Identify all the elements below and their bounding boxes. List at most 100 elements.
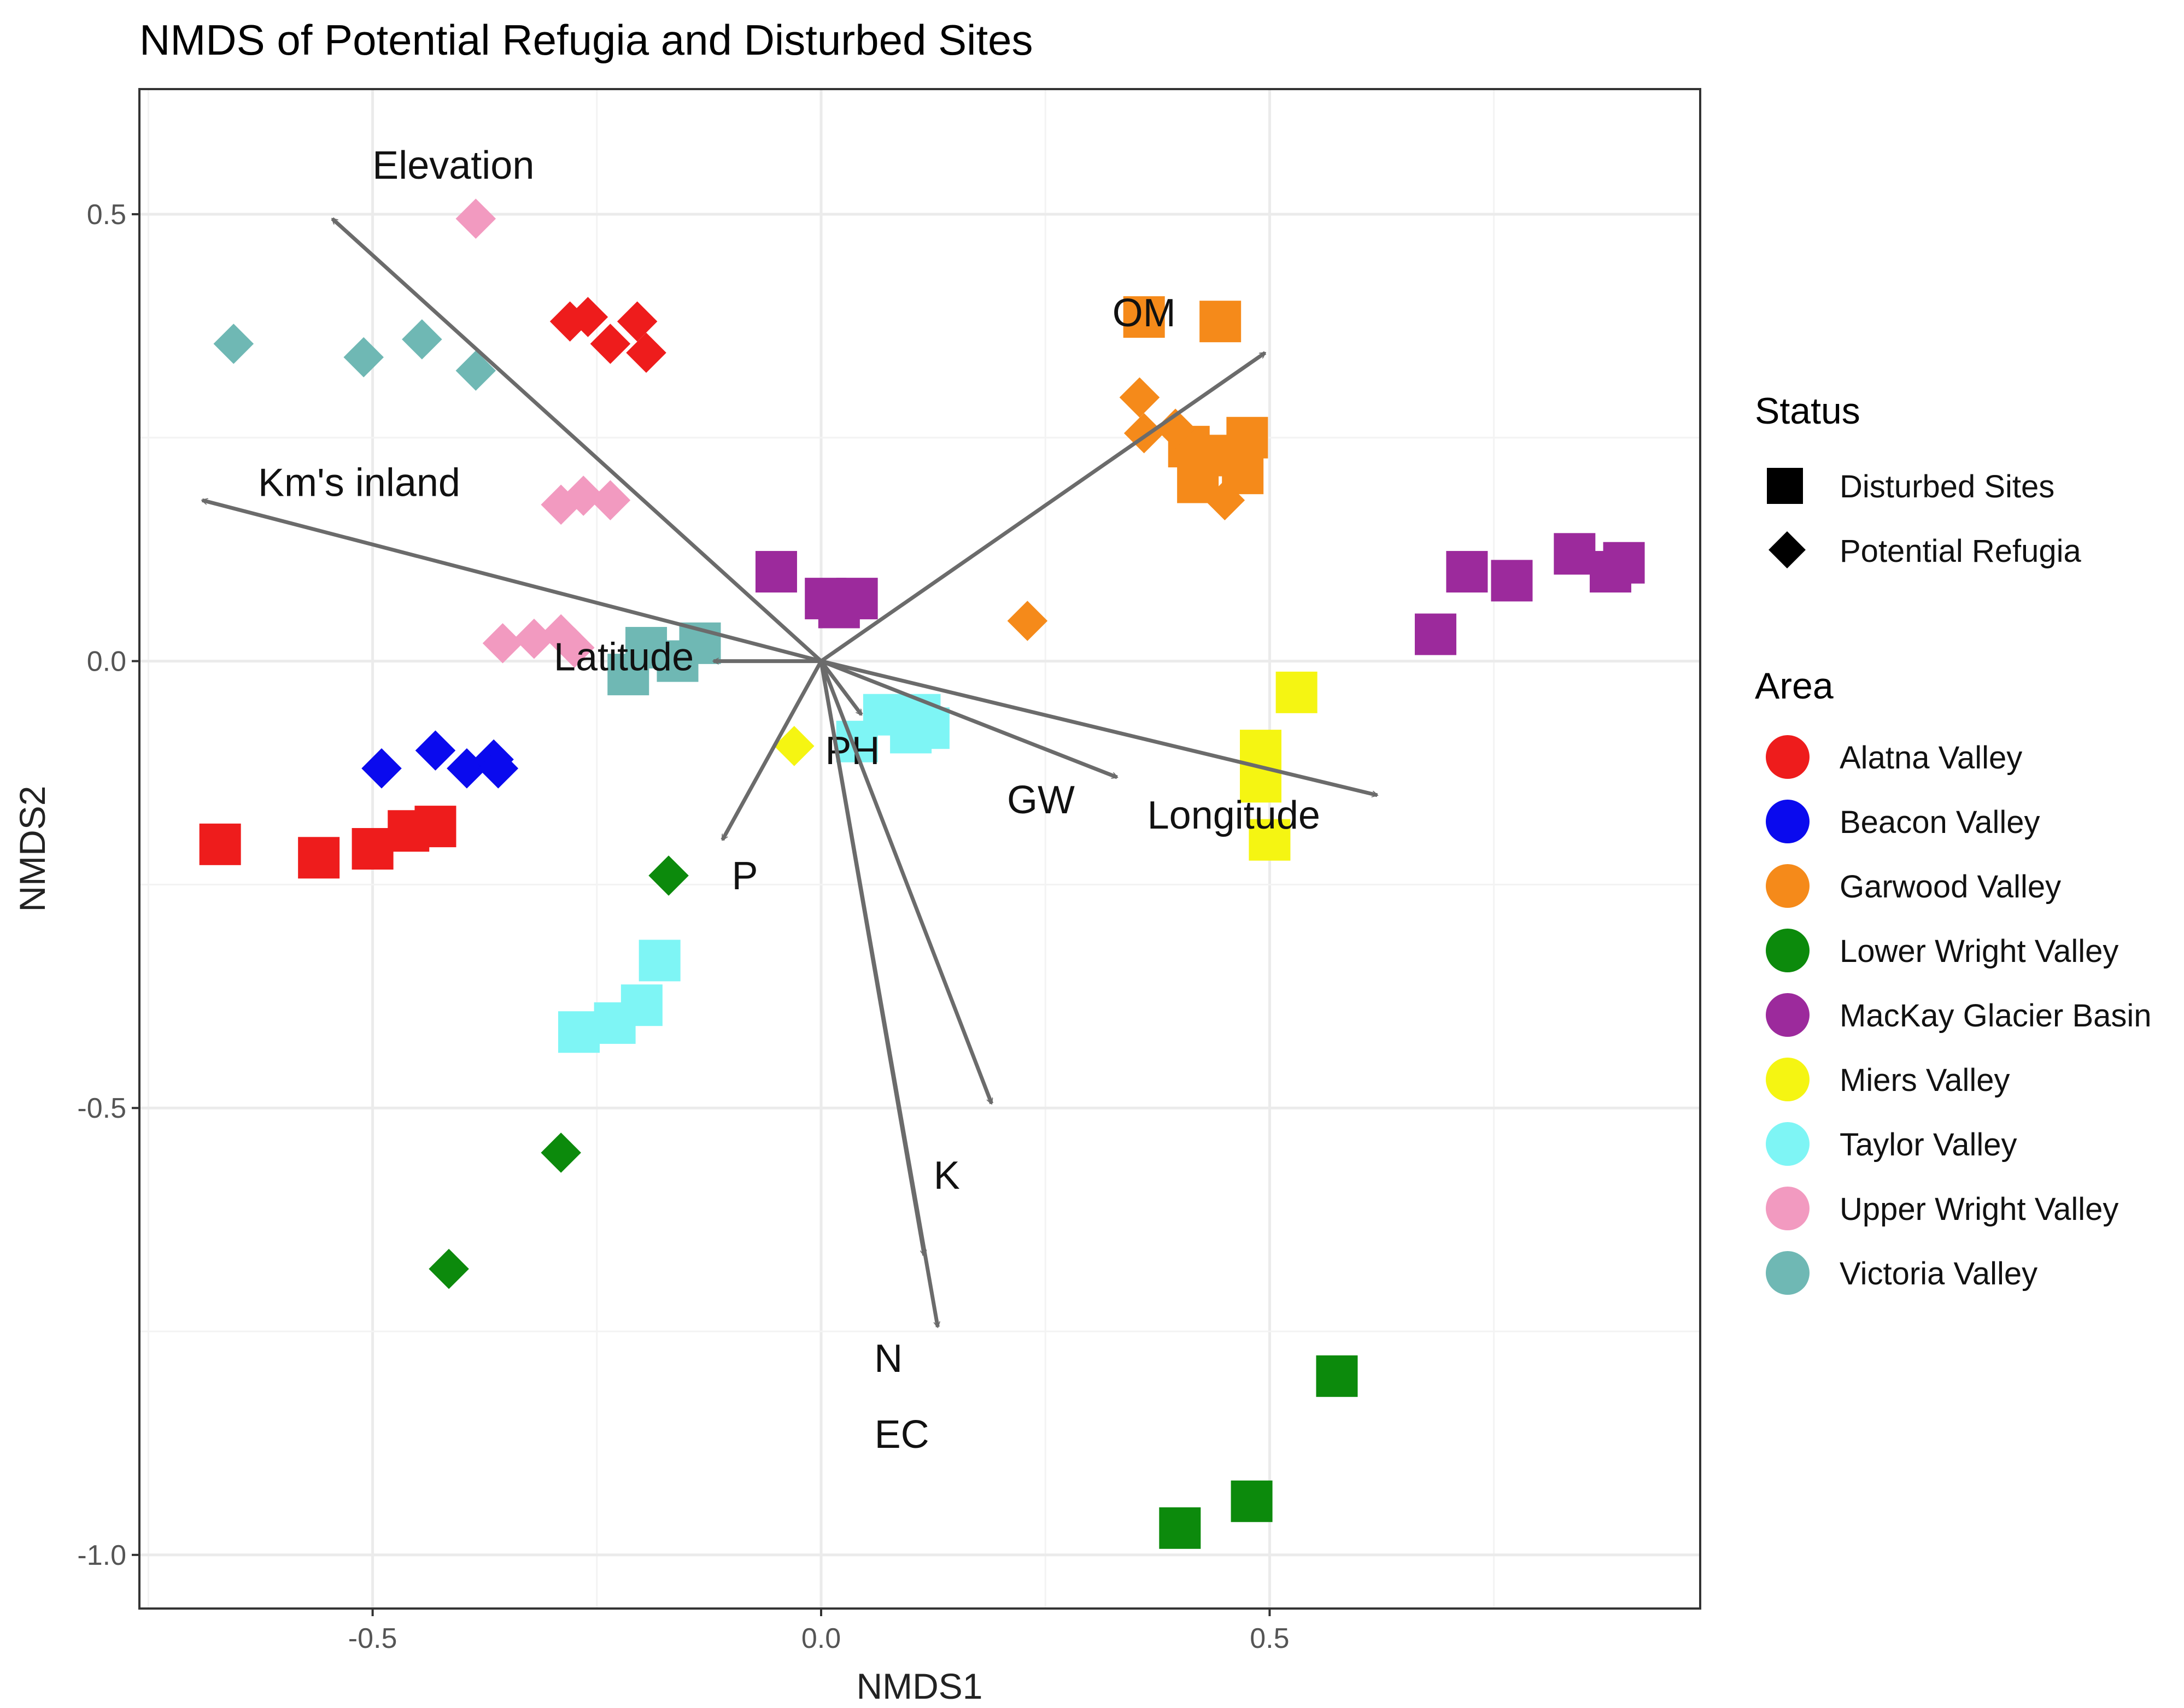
point-mackay-glacier-basin-disturbed (836, 578, 878, 620)
chart-title: NMDS of Potential Refugia and Disturbed … (139, 16, 1033, 64)
point-alatna-valley-refugia (590, 324, 631, 364)
area-legend-label-mackay-glacier-basin: MacKay Glacier Basin (1840, 998, 2152, 1034)
point-alatna-valley-disturbed (414, 806, 456, 848)
point-lower-wright-valley-refugia (648, 855, 689, 896)
vector-label-om: OM (1113, 291, 1176, 335)
y-axis-title: NMDS2 (12, 785, 52, 912)
area-legend-title: Area (1755, 665, 1834, 707)
area-legend-label-miers-valley: Miers Valley (1840, 1063, 2010, 1098)
point-lower-wright-valley-disturbed (1231, 1480, 1273, 1522)
point-taylor-valley-disturbed (558, 1011, 600, 1053)
point-upper-wright-valley-refugia (455, 198, 496, 239)
point-taylor-valley-disturbed (639, 940, 681, 982)
point-garwood-valley-refugia (1204, 480, 1245, 521)
point-beacon-valley-refugia (361, 748, 402, 789)
point-alatna-valley-refugia (626, 332, 666, 373)
point-taylor-valley-disturbed (907, 707, 950, 749)
area-legend-label-beacon-valley: Beacon Valley (1840, 805, 2040, 840)
point-victoria-valley-refugia (402, 319, 442, 360)
vector-label-gw: GW (1007, 778, 1075, 822)
vector-k (819, 660, 994, 1104)
vector-km-s-inland (202, 500, 822, 663)
point-alatna-valley-refugia (567, 297, 608, 337)
status-legend-key-diamond (1769, 531, 1806, 568)
x-axis-title: NMDS1 (856, 1666, 982, 1706)
axis-ticks: -0.5 0.0 0.5 0.5 0.0 -0.5 -1.0 (77, 199, 1289, 1654)
vector-ph (819, 660, 863, 715)
point-lower-wright-valley-refugia (429, 1248, 469, 1289)
vector-om (820, 351, 1265, 663)
vector-label-latitude: Latitude (554, 635, 694, 679)
point-lower-wright-valley-disturbed (1316, 1355, 1358, 1397)
point-miers-valley-disturbed (1249, 819, 1291, 861)
point-beacon-valley-refugia (478, 748, 519, 789)
point-miers-valley-refugia (774, 726, 815, 766)
point-taylor-valley-disturbed (594, 1002, 636, 1044)
vector-elevation (331, 217, 823, 663)
vector-label-n: N (874, 1337, 903, 1381)
point-upper-wright-valley-refugia (563, 476, 604, 516)
area-legend-label-upper-wright-valley: Upper Wright Valley (1840, 1192, 2118, 1227)
y-tick-label: -1.0 (77, 1540, 126, 1571)
vector-gw (820, 659, 1117, 779)
vector-label-longitude: Longitude (1147, 794, 1320, 837)
vector-longitude (821, 659, 1377, 795)
status-legend: Status Disturbed Sites Potential Refugia (1755, 390, 2081, 569)
point-garwood-valley-disturbed (1199, 301, 1242, 343)
point-alatna-valley-disturbed (199, 823, 241, 865)
point-mackay-glacier-basin-disturbed (1491, 560, 1533, 602)
area-legend-label-garwood-valley: Garwood Valley (1840, 869, 2061, 905)
vector-ec (819, 660, 938, 1327)
point-lower-wright-valley-disturbed (1159, 1507, 1201, 1549)
point-upper-wright-valley-refugia (482, 623, 523, 664)
point-upper-wright-valley-refugia (514, 618, 554, 659)
vector-label-k: K (934, 1154, 960, 1198)
point-beacon-valley-refugia (415, 730, 456, 771)
point-victoria-valley-refugia (343, 337, 384, 378)
point-lower-wright-valley-refugia (541, 1132, 581, 1173)
status-legend-key-square (1767, 468, 1803, 504)
point-upper-wright-valley-refugia (554, 627, 595, 668)
vector-label-elevation: Elevation (372, 144, 534, 187)
area-legend-key-mackay-glacier-basin (1766, 993, 1810, 1037)
data-points (199, 198, 1645, 1549)
point-miers-valley-disturbed (1275, 671, 1318, 713)
point-alatna-valley-disturbed (352, 828, 394, 870)
status-legend-label-refugia: Potential Refugia (1840, 533, 2081, 569)
area-legend-key-miers-valley (1766, 1058, 1810, 1101)
point-victoria-valley-refugia (455, 350, 496, 391)
point-upper-wright-valley-refugia (590, 480, 631, 521)
point-mackay-glacier-basin-disturbed (1554, 533, 1596, 575)
x-tick-label: -0.5 (348, 1623, 397, 1654)
area-legend-key-upper-wright-valley (1766, 1187, 1810, 1230)
area-legend-key-alatna-valley (1766, 735, 1810, 779)
plot-border (138, 88, 1701, 1610)
y-tick-label: 0.5 (87, 199, 126, 231)
area-legend: Area Alatna Valley Beacon Valley Garwood V… (1755, 665, 2152, 1295)
area-legend-key-taylor-valley (1766, 1122, 1810, 1166)
point-victoria-valley-refugia (213, 324, 254, 364)
area-legend-key-lower-wright-valley (1766, 929, 1810, 972)
vector-p (721, 660, 823, 840)
vector-label-ec: EC (875, 1413, 929, 1457)
x-tick-label: 0.0 (801, 1623, 841, 1654)
area-legend-key-victoria-valley (1766, 1251, 1810, 1295)
point-garwood-valley-refugia (1155, 408, 1196, 449)
point-mackay-glacier-basin-disturbed (1414, 613, 1456, 655)
status-legend-title: Status (1755, 390, 1860, 432)
area-legend-label-alatna-valley: Alatna Valley (1840, 740, 2022, 776)
point-garwood-valley-refugia (1007, 601, 1048, 641)
area-legend-key-beacon-valley (1766, 800, 1810, 843)
point-alatna-valley-refugia (617, 301, 658, 342)
area-legend-key-garwood-valley (1766, 864, 1810, 908)
area-legend-label-victoria-valley: Victoria Valley (1840, 1256, 2037, 1292)
area-legend-label-taylor-valley: Taylor Valley (1840, 1127, 2017, 1163)
point-alatna-valley-disturbed (298, 837, 340, 879)
vector-label-p: P (732, 854, 758, 898)
status-legend-label-disturbed: Disturbed Sites (1840, 469, 2054, 504)
legend: Status Disturbed Sites Potential Refugia… (1755, 390, 2152, 1295)
area-legend-label-lower-wright-valley: Lower Wright Valley (1840, 934, 2118, 969)
point-mackay-glacier-basin-disturbed (1446, 551, 1488, 593)
point-garwood-valley-disturbed (1123, 296, 1165, 338)
